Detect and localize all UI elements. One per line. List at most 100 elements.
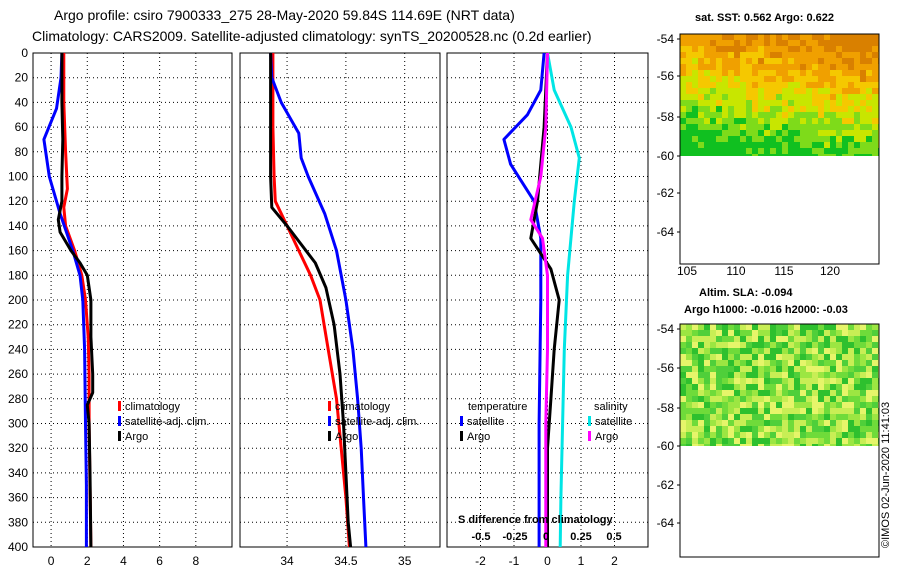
sst-cell bbox=[764, 76, 770, 82]
sla-cell bbox=[722, 324, 728, 330]
sst-cell bbox=[860, 52, 866, 58]
sla-cell bbox=[848, 384, 854, 390]
sst-cell bbox=[842, 88, 848, 94]
sla-cell bbox=[740, 372, 746, 378]
sst-cell bbox=[776, 106, 782, 112]
sla-cell bbox=[788, 330, 794, 336]
sla-cell bbox=[848, 438, 854, 444]
sst-cell bbox=[842, 94, 848, 100]
sla-cell bbox=[830, 348, 836, 354]
sst-cell bbox=[872, 58, 878, 64]
sla-cell bbox=[872, 330, 878, 336]
sst-cell bbox=[722, 130, 728, 136]
sla-cell bbox=[830, 378, 836, 384]
sst-cell bbox=[872, 34, 878, 40]
sla-cell bbox=[836, 360, 842, 366]
sst-cell bbox=[836, 82, 842, 88]
sst-cell bbox=[824, 154, 830, 156]
sst-cell bbox=[704, 94, 710, 100]
sst-cell bbox=[740, 40, 746, 46]
sla-cell bbox=[764, 372, 770, 378]
sla-cell bbox=[764, 438, 770, 444]
sla-cell bbox=[764, 324, 770, 330]
sst-cell bbox=[740, 52, 746, 58]
sla-cell bbox=[770, 342, 776, 348]
sst-cell bbox=[710, 94, 716, 100]
sst-cell bbox=[812, 40, 818, 46]
sla-cell bbox=[770, 420, 776, 426]
sst-cell bbox=[800, 112, 806, 118]
sst-cell bbox=[848, 100, 854, 106]
sla-cell bbox=[770, 444, 776, 446]
sst-cell bbox=[698, 130, 704, 136]
sla-cell bbox=[716, 444, 722, 446]
sla-cell bbox=[704, 438, 710, 444]
sst-cell bbox=[782, 76, 788, 82]
sla-cell bbox=[806, 336, 812, 342]
sst-lon-tick-label: 105 bbox=[677, 264, 697, 278]
sst-cell bbox=[692, 70, 698, 76]
sla-cell bbox=[782, 408, 788, 414]
sst-cell bbox=[698, 34, 704, 40]
sst-cell bbox=[722, 58, 728, 64]
sla-cell bbox=[854, 396, 860, 402]
sst-cell bbox=[710, 124, 716, 130]
sst-cell bbox=[716, 46, 722, 52]
sla-cell bbox=[788, 444, 794, 446]
sla-cell bbox=[794, 330, 800, 336]
sla-cell bbox=[872, 432, 878, 438]
sst-cell bbox=[812, 118, 818, 124]
sla-cell bbox=[740, 354, 746, 360]
sst-cell bbox=[860, 154, 866, 156]
sla-cell bbox=[728, 432, 734, 438]
sla-cell bbox=[758, 336, 764, 342]
sla-cell bbox=[854, 438, 860, 444]
sst-cell bbox=[746, 106, 752, 112]
sla-cell bbox=[776, 342, 782, 348]
sla-cell bbox=[752, 336, 758, 342]
sst-cell bbox=[848, 70, 854, 76]
sla-cell bbox=[734, 366, 740, 372]
sst-cell bbox=[794, 58, 800, 64]
sst-cell bbox=[854, 58, 860, 64]
sla-cell bbox=[746, 414, 752, 420]
sla-cell bbox=[842, 390, 848, 396]
sst-cell bbox=[734, 118, 740, 124]
sla-cell bbox=[698, 402, 704, 408]
sla-cell bbox=[740, 330, 746, 336]
sst-cell bbox=[860, 124, 866, 130]
sst-cell bbox=[872, 142, 878, 148]
sst-cell bbox=[776, 148, 782, 154]
sla-cell bbox=[716, 408, 722, 414]
sst-cell bbox=[686, 40, 692, 46]
sst-cell bbox=[830, 46, 836, 52]
sla-cell bbox=[806, 402, 812, 408]
sst-cell bbox=[740, 100, 746, 106]
sst-cell bbox=[794, 94, 800, 100]
sla-cell bbox=[854, 336, 860, 342]
sla-cell bbox=[692, 396, 698, 402]
sla-cell bbox=[824, 378, 830, 384]
sst-cell bbox=[806, 88, 812, 94]
sla-cell bbox=[836, 354, 842, 360]
sla-cell bbox=[716, 378, 722, 384]
sst-cell bbox=[698, 118, 704, 124]
sst-cell bbox=[812, 82, 818, 88]
sla-cell bbox=[854, 420, 860, 426]
sla-cell bbox=[776, 366, 782, 372]
sst-cell bbox=[770, 100, 776, 106]
sla-cell bbox=[704, 372, 710, 378]
sst-cell bbox=[764, 82, 770, 88]
sst-cell bbox=[854, 148, 860, 154]
sla-cell bbox=[728, 396, 734, 402]
sla-cell bbox=[866, 348, 872, 354]
sst-cell bbox=[716, 118, 722, 124]
sst-cell bbox=[842, 64, 848, 70]
sla-cell bbox=[740, 390, 746, 396]
sst-cell bbox=[818, 100, 824, 106]
sst-cell bbox=[698, 82, 704, 88]
sst-cell bbox=[758, 136, 764, 142]
sla-cell bbox=[710, 366, 716, 372]
sla-cell bbox=[830, 342, 836, 348]
sla-cell bbox=[788, 390, 794, 396]
